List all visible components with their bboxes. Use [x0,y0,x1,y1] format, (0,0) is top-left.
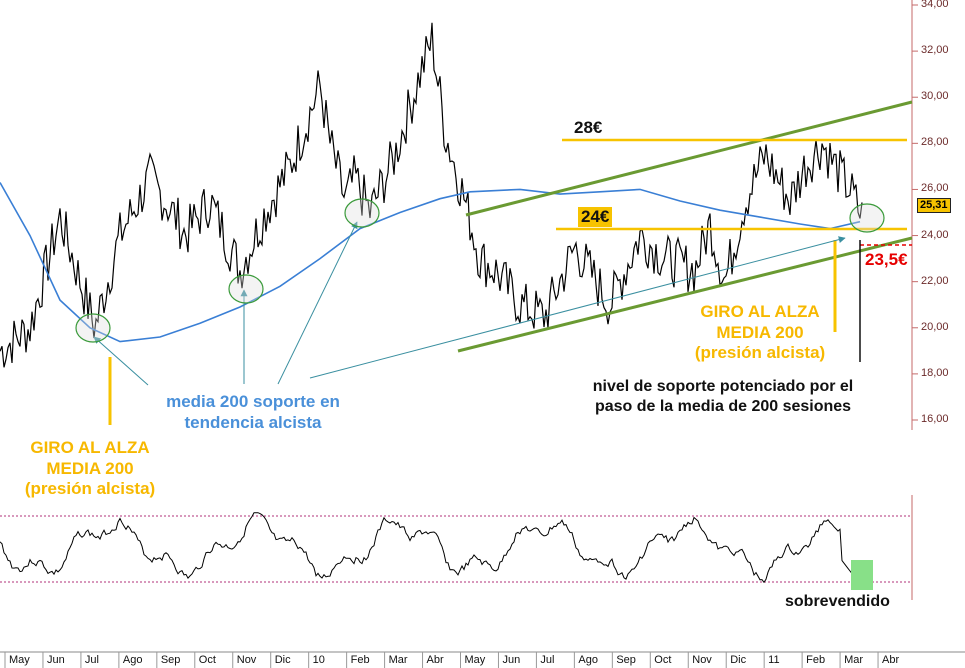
date-tick-label: Nov [692,654,712,666]
date-tick-label: Abr [426,654,444,666]
price-tick-label: 18,00 [921,366,949,379]
date-tick-label: Feb [350,654,370,666]
giro-left-line2: MEDIA 200 [46,458,134,478]
price-tick-label: 22,00 [921,274,949,287]
date-tick-label: Dic [730,654,747,666]
giro-left-annotation: GIRO AL ALZA MEDIA 200 (presión alcista) [4,438,176,500]
support-highlight-circles [75,198,885,343]
date-tick-label: Sep [160,654,181,666]
arrow-to-mar11 [309,236,846,379]
giro-left-line3: (presión alcista) [24,479,156,499]
date-tick-label: Jun [502,654,521,666]
price-tick-label: 24,00 [921,228,949,241]
price-tick-label: 16,00 [921,413,949,425]
last-price-tag: 25,31 [917,198,951,213]
support-highlight-circle [75,313,111,343]
nivel-line2: paso de la media de 200 sesiones [594,397,852,415]
arrow-to-jul [93,336,149,386]
date-tick-label: Jul [84,654,99,666]
date-tick-label: Mar [388,654,408,666]
date-tick-label: Dic [274,654,291,666]
price-axis-ticks [912,4,918,421]
date-tick-label: Jul [540,654,555,666]
date-tick-label: Abr [882,654,900,666]
giro-right-line3: (presión alcista) [694,343,826,363]
date-tick-label: May [9,654,30,666]
date-tick-label: Nov [236,654,257,666]
nivel-annotation: nivel de soporte potenciado por el paso … [553,377,893,416]
date-tick-label: May [464,654,486,666]
price-tick-label: 34,00 [921,0,949,10]
upper-trendline [465,100,913,217]
arrow-to-feb [277,221,358,385]
giro-right-annotation: GIRO AL ALZA MEDIA 200 (presión alcista) [680,302,840,364]
date-tick-label: Oct [198,654,216,666]
level-28-label: 28€ [574,118,603,137]
date-tick-label: Oct [654,654,672,666]
price-tick-label: 32,00 [921,44,949,57]
level-24-label: 24€ [578,207,613,227]
price-series-line [0,22,863,368]
date-tick-label: Mar [844,654,864,666]
date-tick-label: Sep [616,654,636,666]
date-tick-label: 10 [312,654,325,666]
price-tick-label: 26,00 [921,182,949,195]
oscillator-series-line [0,512,863,587]
price-tick-label: 28,00 [921,136,949,149]
date-tick-label: Ago [578,654,598,666]
support-highlight-circle [849,203,885,233]
date-tick-label: Jun [46,654,65,666]
oversold-highlight [851,560,873,590]
media200-line2: tendencia alcista [184,412,322,432]
sobrevendido-label: sobrevendido [785,593,890,610]
media200-annotation: media 200 soporte en tendencia alcista [140,392,366,433]
support-highlight-circle [228,274,264,304]
date-tick-label: 11 [768,654,780,666]
giro-right-line1: GIRO AL ALZA [700,302,820,321]
date-tick-label: Ago [122,654,143,666]
price-tick-label: 20,00 [921,320,949,333]
price-tick-label: 30,00 [921,90,949,103]
giro-right-line2: MEDIA 200 [716,322,804,342]
media200-line1: media 200 soporte en [166,392,340,411]
giro-left-line1: GIRO AL ALZA [30,438,150,457]
level-235-label: 23,5€ [865,250,908,269]
ma200-series-line [0,182,861,343]
date-axis-ticks [4,652,879,668]
support-highlight-circle [344,198,380,228]
nivel-line1: nivel de soporte potenciado por el [592,378,854,395]
date-tick-label: Feb [806,654,826,666]
